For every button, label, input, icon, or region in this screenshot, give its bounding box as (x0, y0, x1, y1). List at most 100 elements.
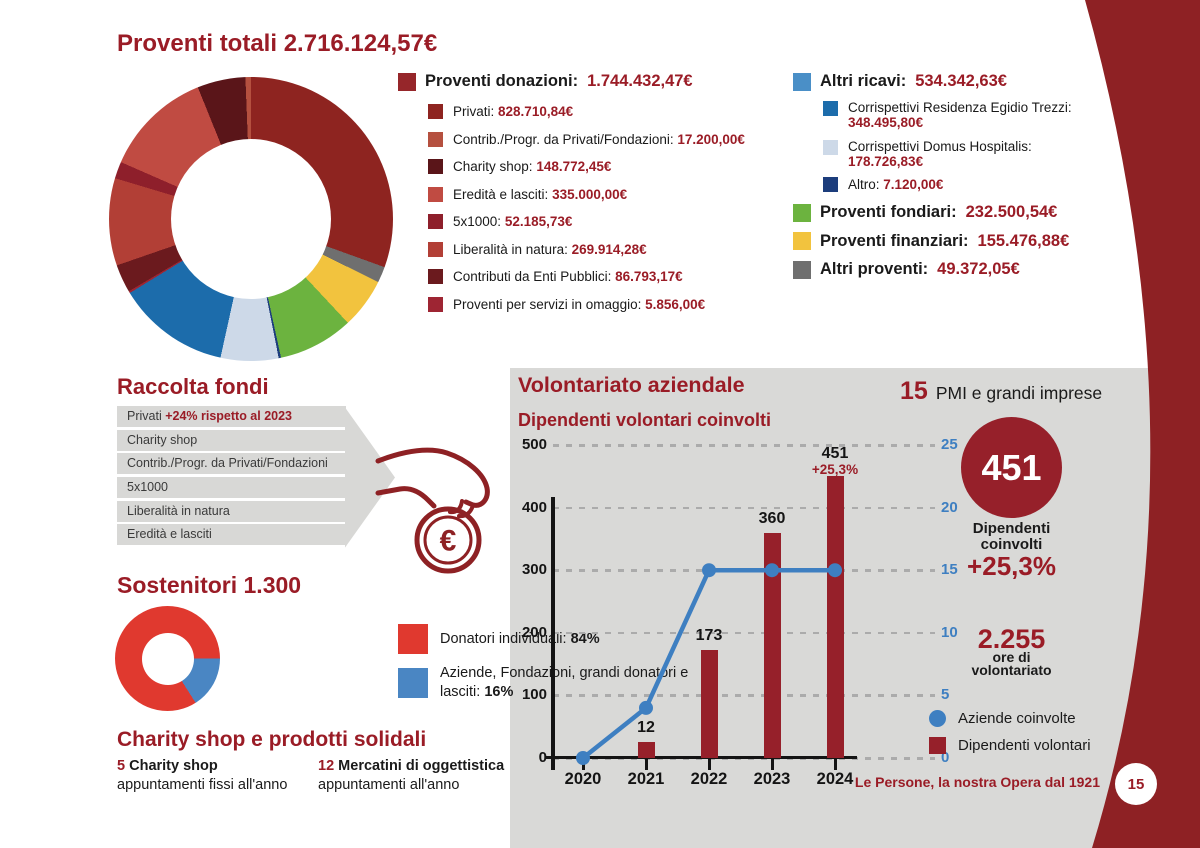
right-axis-tick: 0 (941, 749, 950, 766)
chart-gridline (553, 444, 935, 447)
aziende-swatch (398, 667, 428, 698)
legend-label: Proventi per servizi in omaggio: (453, 296, 642, 312)
svg-text:€: € (440, 525, 457, 558)
x-axis-label: 2024 (816, 770, 854, 788)
left-axis-tick: 400 (521, 498, 547, 516)
right-axis-tick: 5 (941, 686, 950, 704)
left-axis-tick: 0 (538, 749, 547, 766)
legend-text: Liberalità in natura: 269.914,28€ (453, 242, 647, 257)
hand-coin-icon: € (375, 447, 490, 574)
legend-value: 148.772,45€ (536, 159, 612, 174)
left-axis-tick: 300 (521, 561, 547, 579)
x-axis-tick (833, 757, 837, 770)
x-axis-label: 2022 (690, 770, 728, 788)
legend-label: Privati: (453, 104, 495, 119)
legend-text: Proventi per servizi in omaggio: 5.856,0… (453, 297, 705, 312)
aziende-legend-swatch (929, 710, 946, 727)
bar-delta-label: +25,3% (811, 461, 859, 477)
legend-value: 86.793,17€ (615, 269, 683, 284)
legend-swatch (428, 296, 443, 312)
legend-swatch (428, 104, 443, 119)
right-axis-tick: 10 (941, 623, 958, 641)
left-axis-tick: 200 (521, 623, 547, 641)
pmi-label: PMI e grandi imprese (935, 383, 1103, 403)
x-axis-label: 2021 (627, 770, 665, 788)
legend-swatch (428, 241, 443, 257)
legend-swatch (428, 214, 443, 229)
right-axis-tick: 20 (941, 498, 958, 516)
legend-text: 5x1000: 52.185,73€ (453, 214, 572, 229)
legend-swatch (823, 177, 838, 192)
legend-value: 16% (484, 683, 514, 700)
legend-main-item: Altri proventi: 49.372,05€ (793, 260, 1133, 279)
chart-gridline (553, 569, 935, 572)
legend-donazioni: Proventi donazioni: 1.744.432,47€ Privat… (398, 72, 798, 312)
chart-gridline (553, 506, 935, 510)
legend-value: 269.914,28€ (571, 241, 647, 257)
legend-label: Eredità e lasciti: (453, 186, 549, 202)
charity-number: 5 (117, 758, 126, 774)
pmi-number: 15 (900, 377, 928, 405)
legend-label: Proventi finanziari: (820, 231, 969, 250)
right-axis-tick: 15 (941, 561, 958, 579)
donatori-swatch (398, 624, 428, 654)
legend-item: Corrispettivi Residenza Egidio Trezzi: 34… (823, 100, 1133, 130)
legend-label: Dipendenti volontari (958, 737, 1091, 754)
legend-text: Charity shop: 148.772,45€ (453, 159, 611, 174)
left-axis-tick: 100 (521, 686, 547, 704)
x-axis-tick (770, 757, 774, 770)
legend-value: 17.200,00€ (677, 131, 745, 147)
footer-motto: Le Persone, la nostra Opera dal 1921 (854, 774, 1100, 790)
charity-title: Charity shop e prodotti solidali (117, 728, 427, 751)
legend-label: Proventi fondiari: (820, 203, 957, 221)
x-axis-tick (707, 757, 711, 770)
legend-value: 348.495,80€ (848, 115, 924, 130)
bar-value-label: 173 (695, 626, 723, 644)
funnel-bar: Privati +24% rispetto al 2023 (117, 406, 346, 427)
funnel-bar: Charity shop (117, 429, 346, 451)
hours-value: 2.255 (977, 624, 1046, 654)
charity-bold-label: Mercatini di oggettistica (338, 758, 505, 774)
charity-line2: appuntamenti fissi all'anno (117, 777, 288, 793)
y-axis-line (551, 497, 555, 770)
legend-swatch (793, 260, 811, 279)
x-axis-tick (644, 757, 648, 770)
legend-item: Contributi da Enti Pubblici: 86.793,17€ (428, 269, 798, 284)
legend-label: Corrispettivi Domus Hospitalis: (848, 138, 1032, 154)
funnel-list: Privati +24% rispetto al 2023 Charity sho… (117, 406, 346, 548)
legend-value: 5.856,00€ (645, 296, 706, 312)
volunteer-chart-title: Dipendenti volontari coinvolti (518, 410, 772, 430)
legend-item: 5x1000: 52.185,73€ (428, 214, 798, 229)
legend-value: 232.500,54€ (965, 203, 1058, 221)
legend-item: Privati: 828.710,84€ (428, 104, 798, 119)
legend-swatch (428, 131, 443, 147)
charity-col-1: 5 Charity shop appuntamenti fissi all'an… (117, 757, 287, 795)
legend-text: Corrispettivi Domus Hospitalis: 178.726,8… (848, 139, 1032, 169)
funnel-bar: 5x1000 (117, 477, 346, 499)
sostenitori-title: Sostenitori 1.300 (117, 572, 301, 599)
legend-label: Contrib./Progr. da Privati/Fondazioni: (453, 131, 674, 147)
charity-line1: 5 Charity shop (117, 757, 287, 776)
sostenitori-count: 1.300 (243, 572, 302, 598)
legend-value: 828.710,84€ (498, 104, 574, 119)
legend-value: 155.476,88€ (977, 231, 1070, 250)
volunteer-bar (637, 742, 655, 758)
x-axis-label: 2020 (564, 770, 602, 788)
funnel-bar: Liberalità in natura (117, 500, 346, 522)
legend-label: 5x1000: (453, 214, 502, 229)
legend-value: 335.000,00€ (552, 186, 628, 202)
legend-value: 7.120,00€ (883, 177, 944, 192)
volunteer-chart-legend: Aziende coinvolte Dipendenti volontari (929, 710, 1091, 754)
legend-label: Altro: (848, 177, 880, 192)
donazioni-label: Proventi donazioni: (425, 72, 579, 90)
charity-line2: appuntamenti all'anno (318, 777, 460, 793)
legend-label: Donatori individuali: (440, 630, 571, 647)
legend-item: Eredità e lasciti: 335.000,00€ (428, 186, 798, 202)
donazioni-swatch (398, 72, 416, 91)
altri-value: 534.342,63€ (915, 72, 1007, 90)
legend-label: Liberalità in natura: (453, 241, 568, 257)
funnel-bar: Eredità e lasciti (117, 524, 346, 546)
charity-bold-label: Charity shop (129, 758, 218, 774)
legend-text: Eredità e lasciti: 335.000,00€ (453, 187, 627, 202)
